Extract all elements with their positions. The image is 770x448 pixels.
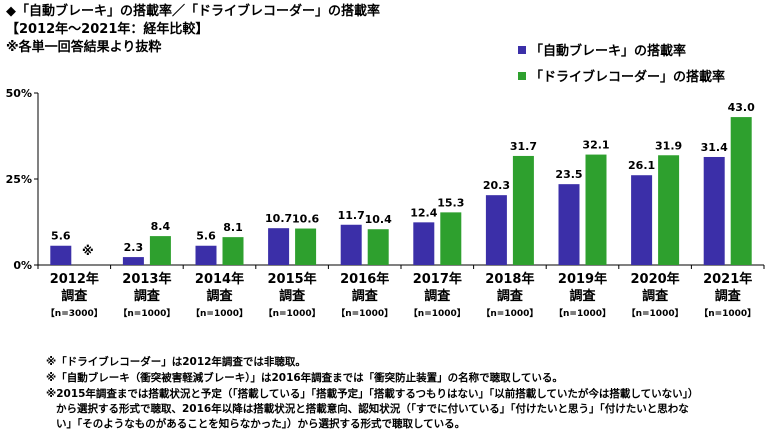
bar-auto-brake	[703, 156, 725, 265]
x-tick-label-n: 【n=1000】	[699, 308, 756, 319]
legend-swatch-dashcam	[518, 72, 526, 80]
footnote-3-cont-1: から選択する形式で聴取、2016年以降は搭載状況と搭載意向、認知状況（「すでに付…	[56, 403, 689, 415]
data-label-auto-brake: 31.4	[701, 141, 728, 154]
chart-subtitle-period: 【2012年～2021年：経年比較】	[6, 22, 209, 37]
x-tick-label-survey: 調査	[497, 288, 524, 304]
bar-auto-brake	[268, 228, 290, 265]
bar-dashcam	[295, 228, 317, 265]
x-tick-label-year: 2012年	[50, 271, 99, 287]
x-tick-label-n: 【n=1000】	[554, 308, 611, 319]
data-label-auto-brake: 5.6	[51, 230, 71, 243]
x-tick-label-n: 【n=1000】	[409, 308, 466, 319]
bar-auto-brake	[122, 257, 144, 265]
data-label-auto-brake: 11.7	[338, 209, 365, 222]
x-tick-label-year: 2020年	[631, 271, 680, 287]
footnote-2: ※「自動ブレーキ（衝突被害軽減ブレーキ）」は2016年調査までは「衝突防止装置」…	[46, 372, 563, 384]
x-tick-label-year: 2019年	[558, 271, 607, 287]
x-tick-label-n: 【n=1000】	[191, 308, 248, 319]
legend-item-dashcam: 「ドライブレコーダー」の搭載率	[518, 70, 725, 86]
x-tick-label-year: 2016年	[340, 271, 389, 287]
x-tick-label-year: 2021年	[703, 271, 752, 287]
bar-dashcam	[367, 229, 389, 265]
bar-dashcam	[222, 237, 244, 265]
x-tick-label-survey: 調査	[424, 288, 451, 304]
footnote-1: ※「ドライブレコーダー」は2012年調査では非聴取。	[46, 356, 306, 368]
chart-subtitle-note: ※各単一回答結果より抜粋	[6, 40, 162, 55]
x-tick-label-year: 2017年	[413, 271, 462, 287]
x-tick-label-n: 【n=1000】	[336, 308, 393, 319]
y-tick-label: 50%	[6, 87, 32, 100]
x-tick-label-n: 【n=1000】	[627, 308, 684, 319]
x-tick-label-survey: 調査	[206, 288, 233, 304]
x-tick-label-survey: 調査	[134, 288, 161, 304]
chart-title: ◆「自動ブレーキ」の搭載率／「ドライブレコーダー」の搭載率	[6, 4, 380, 19]
data-label-dashcam: 31.9	[655, 139, 682, 152]
data-label-dashcam: 32.1	[582, 139, 609, 152]
x-tick-label-survey: 調査	[279, 288, 306, 304]
bar-dashcam	[658, 155, 680, 265]
bar-dashcam	[149, 236, 171, 265]
data-label-auto-brake: 20.3	[483, 179, 510, 192]
data-label-auto-brake: 10.7	[265, 212, 292, 225]
data-label-auto-brake: 26.1	[628, 159, 655, 172]
data-label-dashcam: 10.4	[365, 213, 392, 226]
bar-auto-brake	[50, 245, 72, 265]
x-tick-label-year: 2013年	[122, 271, 171, 287]
bar-auto-brake	[631, 175, 653, 265]
data-label-auto-brake: 23.5	[555, 168, 582, 181]
x-tick-label-year: 2018年	[485, 271, 534, 287]
data-label-dashcam: 31.7	[510, 140, 537, 153]
legend-swatch-auto-brake	[518, 46, 526, 54]
data-label-dashcam: 15.3	[437, 196, 464, 209]
legend-item-auto-brake: 「自動ブレーキ」の搭載率	[518, 44, 686, 60]
data-label-dashcam: 43.0	[728, 101, 755, 114]
x-tick-label-year: 2014年	[195, 271, 244, 287]
footnote-3-cont-2: い」「そのようなものがあることを知らなかった」）から選択する形式で聴取している。	[56, 418, 466, 430]
data-label-dashcam: 10.6	[292, 213, 319, 226]
missing-value-marker: ※	[82, 244, 94, 258]
bar-dashcam	[512, 155, 534, 265]
y-tick-label: 0%	[13, 259, 32, 272]
bar-dashcam	[730, 117, 752, 265]
x-tick-label-n: 【n=1000】	[264, 308, 321, 319]
bar-dashcam	[440, 212, 462, 265]
y-tick-label: 25%	[6, 173, 32, 186]
bar-auto-brake	[485, 195, 507, 265]
x-tick-label-survey: 調査	[715, 288, 742, 304]
x-tick-label-survey: 調査	[352, 288, 379, 304]
bar-auto-brake	[413, 222, 435, 265]
legend-label-auto-brake: 「自動ブレーキ」の搭載率	[530, 44, 687, 59]
bar-auto-brake	[195, 245, 217, 265]
x-tick-label-survey: 調査	[61, 288, 88, 304]
data-label-dashcam: 8.4	[151, 220, 171, 233]
bar-auto-brake	[340, 224, 362, 265]
footnote-3: ※2015年調査までは搭載状況と予定（「搭載している」「搭載予定」「搭載するつも…	[46, 388, 699, 400]
data-label-auto-brake: 2.3	[124, 241, 144, 254]
x-tick-label-n: 【n=1000】	[118, 308, 175, 319]
x-tick-label-survey: 調査	[642, 288, 669, 304]
x-tick-label-n: 【n=3000】	[46, 308, 103, 319]
data-label-auto-brake: 5.6	[196, 230, 216, 243]
x-tick-label-n: 【n=1000】	[481, 308, 538, 319]
bar-auto-brake	[558, 184, 580, 265]
x-tick-label-survey: 調査	[569, 288, 596, 304]
data-label-auto-brake: 12.4	[410, 206, 437, 219]
bar-dashcam	[585, 154, 607, 265]
x-tick-label-year: 2015年	[268, 271, 317, 287]
legend-label-dashcam: 「ドライブレコーダー」の搭載率	[530, 70, 726, 85]
data-label-dashcam: 8.1	[223, 221, 243, 234]
